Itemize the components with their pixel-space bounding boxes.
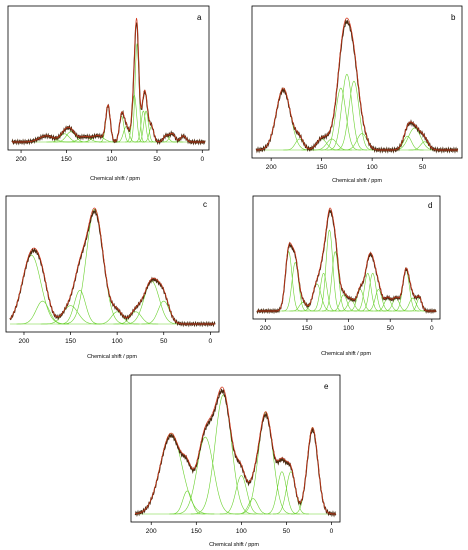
component-peak: [190, 394, 256, 515]
panel-e-x-axis-title: Chemical shift / ppm: [209, 542, 259, 548]
component-peak: [219, 475, 263, 515]
x-tick-label: 0: [200, 156, 204, 163]
x-tick-label: 50: [160, 338, 168, 345]
panel-c: c Chemical shift / ppm 200 150 100 50 0: [5, 195, 220, 360]
x-tick-label: 150: [302, 325, 313, 332]
panel-b-x-axis-title: Chemical shift / ppm: [332, 178, 382, 184]
component-peak: [57, 289, 103, 325]
x-tick-label: 0: [330, 528, 334, 535]
component-peak: [392, 269, 420, 312]
x-tick-label: 200: [266, 164, 277, 171]
component-peak: [10, 254, 69, 325]
component-peak: [281, 262, 309, 312]
x-tick-label: 100: [367, 164, 378, 171]
component-peak: [137, 110, 156, 143]
panel-b-label: b: [451, 13, 456, 22]
fitted-spectrum: [257, 207, 436, 312]
fitted-spectrum: [9, 207, 215, 325]
panel-b-frame: [251, 5, 463, 159]
panel-b: b Chemical shift / ppm 200 150 100 50: [251, 5, 463, 184]
component-peak: [172, 436, 238, 515]
x-tick-label: 200: [19, 338, 30, 345]
panel-d: d Chemical shift / ppm 200 150 100 50 0: [252, 195, 441, 357]
x-tick-label: 0: [430, 325, 434, 332]
component-peak: [326, 73, 368, 151]
panel-a-x-axis-title: Chemical shift / ppm: [90, 176, 140, 182]
x-tick-label: 100: [236, 528, 247, 535]
component-peak: [382, 297, 410, 312]
experimental-spectrum: [134, 388, 337, 518]
component-peak: [134, 110, 153, 143]
x-tick-label: 0: [209, 338, 213, 345]
component-peak: [341, 133, 383, 151]
panel-c-x-axis-title: Chemical shift / ppm: [87, 354, 137, 360]
panel-c-frame: [5, 195, 220, 333]
component-peak: [16, 300, 69, 325]
panel-a: a Chemical shift / ppm 200 150 100 50 0: [7, 5, 210, 182]
fitted-spectrum: [134, 386, 336, 515]
x-tick-label: 50: [153, 156, 161, 163]
x-tick-label: 50: [387, 325, 395, 332]
panel-a-frame: [7, 5, 210, 151]
component-peak: [129, 42, 146, 143]
component-peak: [94, 311, 140, 325]
panel-e: e Chemical shift / ppm 200 150 100 50 0: [130, 374, 341, 548]
component-peak: [290, 426, 335, 515]
x-tick-label: 200: [260, 325, 271, 332]
component-peak: [169, 490, 206, 515]
x-tick-label: 100: [106, 156, 117, 163]
component-peak: [330, 294, 357, 312]
fitted-spectrum: [12, 17, 205, 143]
x-tick-label: 150: [61, 156, 72, 163]
panel-e-frame: [130, 374, 341, 523]
experimental-spectrum: [11, 22, 206, 146]
x-tick-label: 150: [316, 164, 327, 171]
component-peak: [115, 126, 138, 143]
x-tick-label: 100: [112, 338, 123, 345]
panel-d-frame: [252, 195, 441, 320]
component-peak: [354, 272, 382, 312]
panel-e-label: e: [324, 382, 329, 391]
component-peak: [263, 471, 300, 515]
x-tick-label: 200: [16, 156, 27, 163]
component-peak: [113, 311, 159, 325]
component-peak: [365, 289, 392, 312]
x-tick-label: 100: [343, 325, 354, 332]
x-tick-label: 150: [191, 528, 202, 535]
experimental-spectrum: [256, 208, 437, 315]
component-peak: [275, 251, 302, 312]
x-tick-label: 50: [283, 528, 291, 535]
component-peak: [61, 208, 129, 325]
panel-d-label: d: [428, 201, 432, 210]
experimental-spectrum: [255, 19, 459, 154]
component-peak: [300, 283, 334, 312]
x-tick-label: 150: [65, 338, 76, 345]
fitted-spectrum: [255, 17, 458, 151]
panel-c-label: c: [203, 200, 207, 209]
panel-a-label: a: [197, 13, 202, 22]
component-peak: [272, 471, 309, 515]
experimental-spectrum: [9, 208, 216, 328]
component-peak: [374, 297, 402, 312]
component-peak: [359, 272, 387, 312]
component-peak: [320, 87, 362, 151]
panel-d-x-axis-title: Chemical shift / ppm: [321, 351, 371, 357]
component-peak: [333, 80, 375, 151]
x-tick-label: 50: [419, 164, 427, 171]
x-tick-label: 200: [146, 528, 157, 535]
component-peak: [321, 251, 349, 312]
component-peak: [316, 229, 343, 312]
component-peak: [134, 432, 215, 515]
component-peak: [40, 305, 101, 325]
component-peak: [310, 272, 337, 312]
component-peak: [399, 297, 427, 312]
